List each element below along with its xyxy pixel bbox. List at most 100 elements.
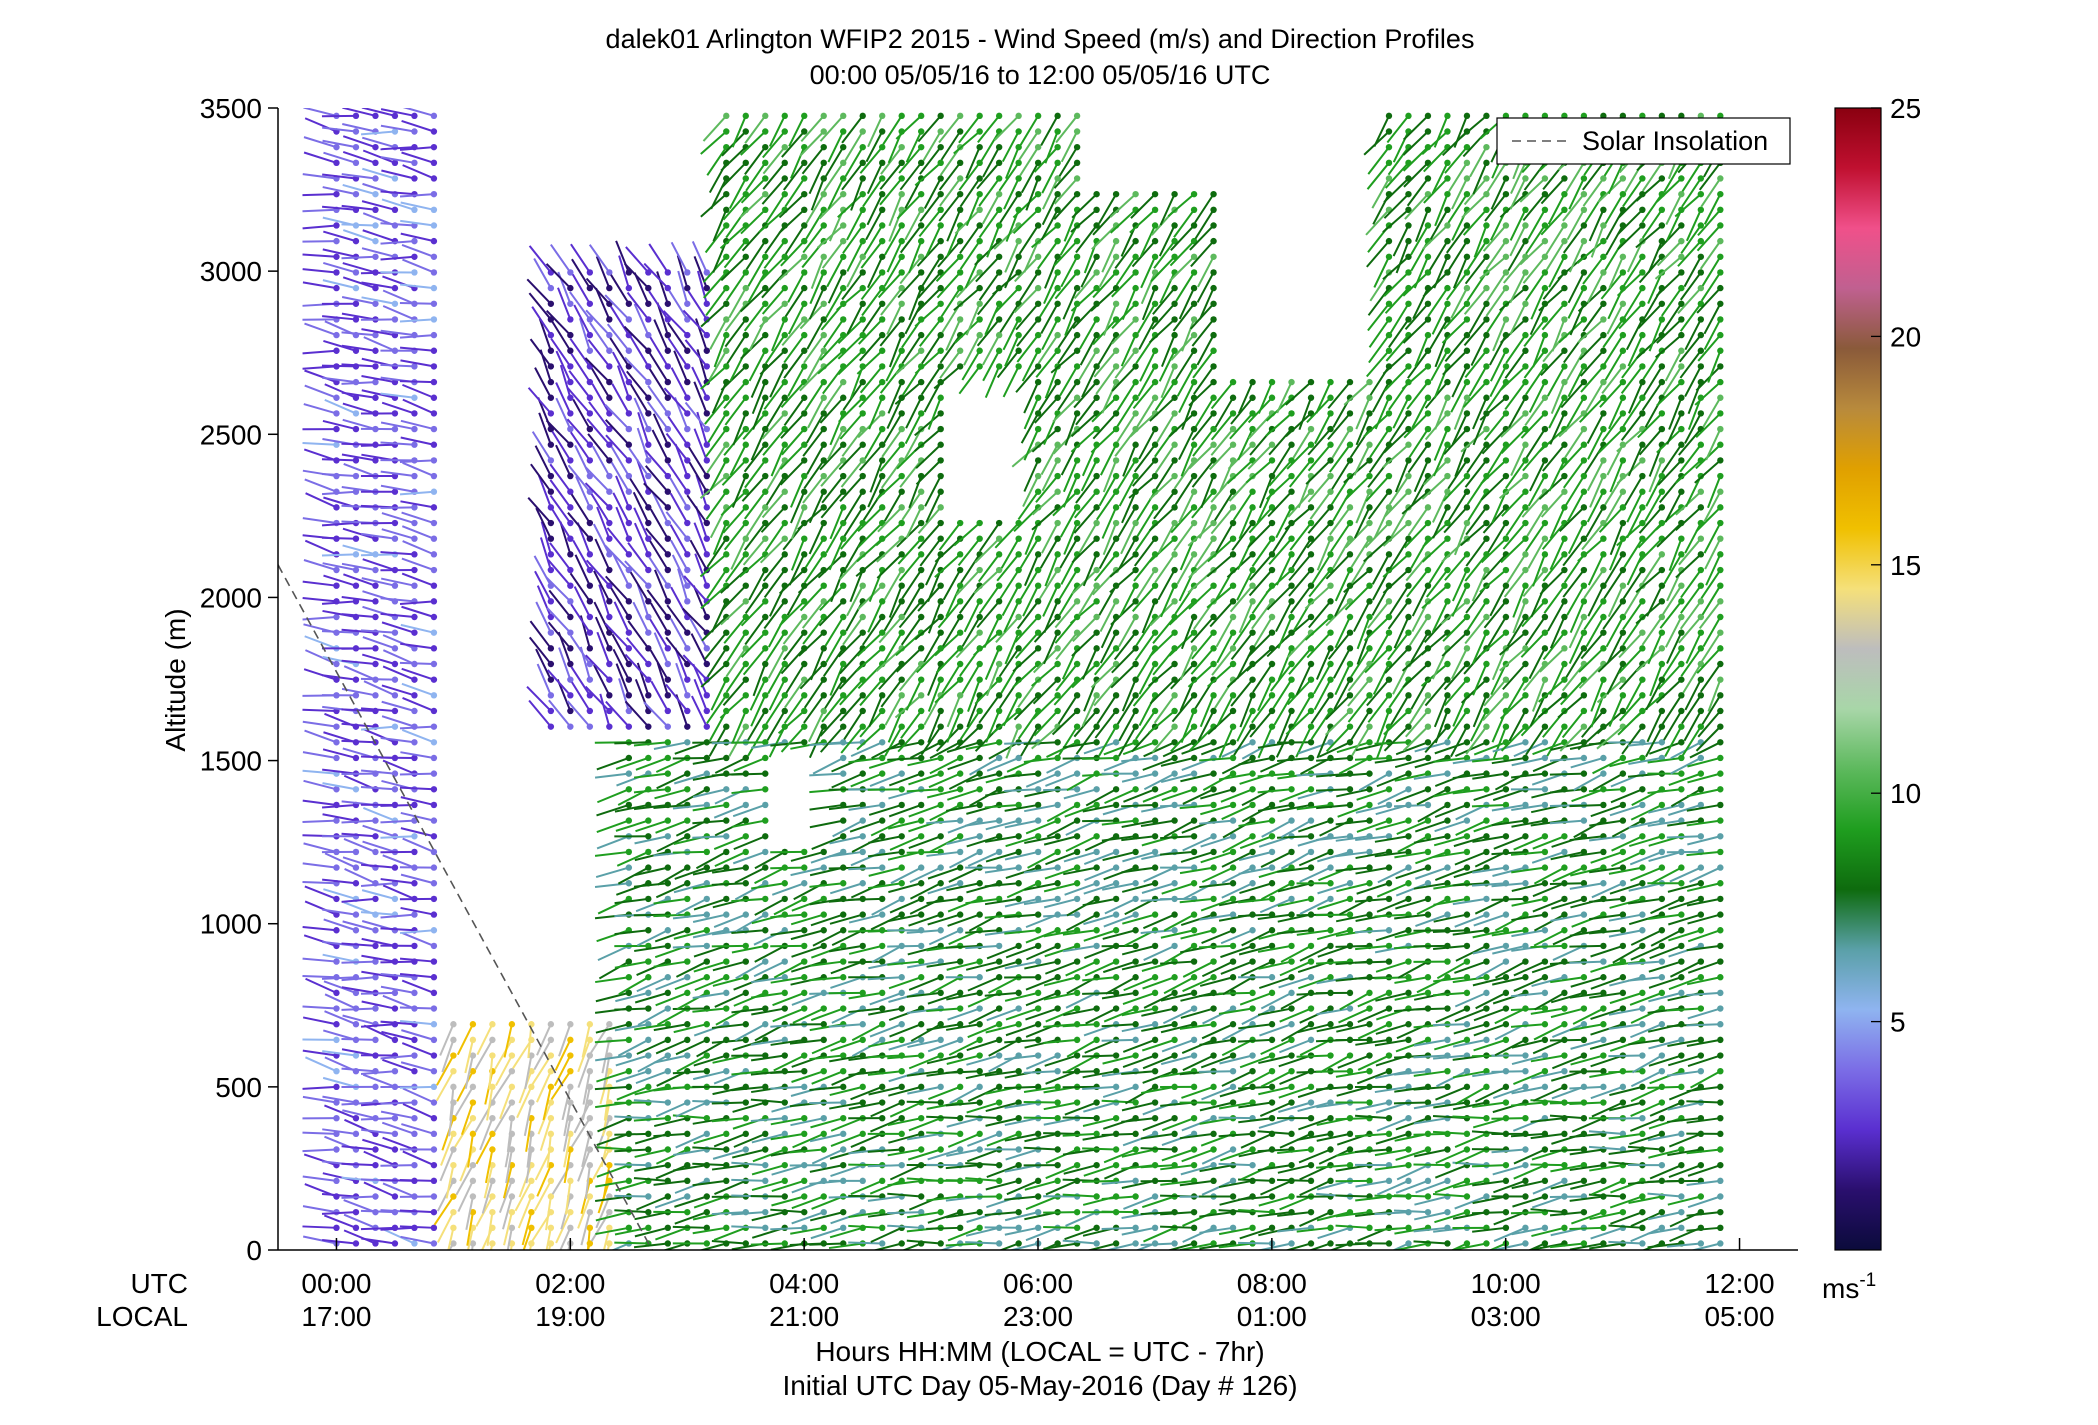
wind-barb xyxy=(692,1162,727,1167)
wind-barb xyxy=(864,428,884,459)
wind-barb xyxy=(806,318,825,350)
wind-barb-dot xyxy=(898,159,905,167)
wind-barb-dot xyxy=(430,989,438,997)
wind-barb xyxy=(846,256,864,288)
wind-barb xyxy=(828,1242,863,1250)
wind-barb xyxy=(848,960,883,964)
wind-barb xyxy=(303,668,337,681)
wind-barb xyxy=(558,647,572,680)
wind-barb-dot xyxy=(1112,864,1120,871)
wind-barb-dot xyxy=(1034,974,1042,981)
wind-barb-dot xyxy=(703,582,710,589)
wind-barb xyxy=(692,929,727,939)
wind-barb-dot xyxy=(762,974,769,981)
wind-barb-dot xyxy=(917,1052,925,1059)
wind-barb-dot xyxy=(664,504,672,511)
wind-barb xyxy=(591,445,611,477)
wind-barb-dot xyxy=(898,801,905,809)
wind-barb-dot xyxy=(840,504,847,511)
wind-barb-dot xyxy=(762,441,769,448)
wind-barb-dot xyxy=(1034,253,1042,260)
wind-barb xyxy=(303,559,337,571)
wind-barb xyxy=(672,913,707,920)
wind-barb xyxy=(636,1038,669,1055)
wind-barb-dot xyxy=(995,817,1003,824)
wind-barb xyxy=(1023,1116,1058,1120)
wind-barb-dot xyxy=(606,269,613,276)
wind-barb-dot xyxy=(411,880,418,887)
wind-barb xyxy=(838,397,864,423)
wind-barb xyxy=(400,906,435,916)
wind-barb xyxy=(750,991,785,999)
wind-barb-dot xyxy=(1093,1240,1100,1247)
wind-barb-dot xyxy=(801,1177,808,1185)
wind-barb xyxy=(656,1070,688,1087)
wind-barb-dot xyxy=(801,864,808,871)
wind-barb-dot xyxy=(801,707,808,715)
wind-barb-dot xyxy=(372,660,379,668)
wind-barb-dot xyxy=(956,1146,964,1153)
wind-barb xyxy=(636,1195,669,1211)
wind-barb-dot xyxy=(391,645,399,652)
wind-barb-dot xyxy=(684,316,691,323)
wind-barb-dot xyxy=(411,582,418,589)
wind-barb xyxy=(341,687,376,697)
wind-barb-dot xyxy=(391,864,399,871)
wind-barb-dot xyxy=(995,347,1003,354)
wind-barb xyxy=(782,616,806,645)
wind-barb-dot xyxy=(352,1114,360,1122)
wind-barb xyxy=(360,911,396,916)
wind-barb-dot xyxy=(547,410,555,417)
wind-barb xyxy=(785,663,806,694)
wind-barb-dot xyxy=(859,1036,866,1044)
wind-barb xyxy=(559,1227,572,1250)
wind-barb-dot xyxy=(879,629,886,636)
wind-barb-dot xyxy=(645,566,652,574)
wind-barb-dot xyxy=(606,676,613,683)
wind-barb-dot xyxy=(684,598,691,605)
wind-barb xyxy=(400,419,435,431)
wind-barb xyxy=(606,323,630,352)
wind-barb xyxy=(671,554,689,587)
wind-barb xyxy=(643,262,669,289)
wind-barb-dot xyxy=(547,1036,555,1044)
wind-barb xyxy=(802,616,825,645)
wind-barb xyxy=(323,230,357,243)
wind-barb xyxy=(595,1226,630,1236)
wind-barb xyxy=(381,700,415,712)
wind-barb-dot xyxy=(1093,786,1100,793)
wind-barb xyxy=(322,419,357,431)
wind-barb-dot xyxy=(606,1130,613,1138)
wind-barb-dot xyxy=(1093,1161,1100,1169)
wind-barb-dot xyxy=(703,331,710,339)
wind-barb-dot xyxy=(1112,895,1120,903)
wind-barb xyxy=(304,384,337,399)
wind-barb-dot xyxy=(723,1177,730,1185)
wind-barb-dot xyxy=(820,1224,827,1232)
wind-barb xyxy=(723,240,747,269)
wind-barb xyxy=(634,1023,668,1031)
wind-barb xyxy=(869,772,903,787)
wind-barb xyxy=(321,473,357,478)
wind-barb xyxy=(887,944,922,948)
wind-barb xyxy=(563,1149,572,1184)
wind-barb-dot xyxy=(1112,1161,1120,1169)
wind-barb xyxy=(341,562,376,572)
wind-barb xyxy=(635,757,669,771)
wind-barb-dot xyxy=(801,1208,808,1216)
wind-barb-dot xyxy=(820,472,827,480)
wind-barb xyxy=(304,539,337,556)
wind-barb xyxy=(790,866,824,877)
wind-barb xyxy=(594,850,629,857)
wind-barb xyxy=(789,1038,824,1045)
wind-barb xyxy=(613,601,630,634)
wind-barb-dot xyxy=(820,190,827,198)
wind-barb xyxy=(837,334,864,360)
wind-barb-dot xyxy=(820,895,827,903)
wind-barb-dot xyxy=(801,848,808,856)
wind-barb xyxy=(751,882,785,890)
wind-barb-dot xyxy=(567,660,574,668)
wind-barb-dot xyxy=(567,425,574,433)
wind-barb-dot xyxy=(1132,1099,1139,1106)
wind-barb-dot xyxy=(528,1208,535,1216)
